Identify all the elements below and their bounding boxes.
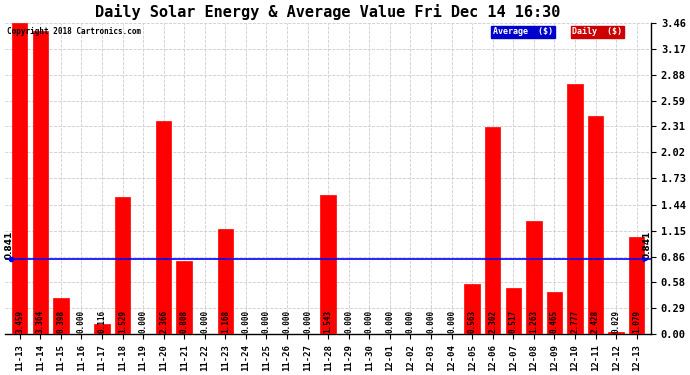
Text: 0.465: 0.465	[550, 310, 559, 333]
Bar	[485, 127, 500, 334]
Text: 0.000: 0.000	[365, 310, 374, 333]
Text: 2.777: 2.777	[571, 310, 580, 333]
Bar	[156, 121, 171, 334]
Text: 0.517: 0.517	[509, 310, 518, 333]
Text: Average  ($): Average ($)	[493, 27, 553, 36]
Text: Copyright 2018 Cartronics.com: Copyright 2018 Cartronics.com	[6, 27, 141, 36]
Text: 0.000: 0.000	[406, 310, 415, 333]
Bar	[320, 195, 336, 334]
Text: 0.808: 0.808	[179, 310, 188, 333]
Text: 0.563: 0.563	[468, 310, 477, 333]
Text: 0.000: 0.000	[344, 310, 353, 333]
Bar	[32, 32, 48, 334]
Text: 0.000: 0.000	[426, 310, 435, 333]
Bar	[95, 324, 110, 334]
Text: Daily  ($): Daily ($)	[572, 27, 622, 36]
Text: 1.529: 1.529	[118, 310, 127, 333]
Text: 3.364: 3.364	[36, 310, 45, 333]
Text: 2.302: 2.302	[489, 310, 497, 333]
Title: Daily Solar Energy & Average Value Fri Dec 14 16:30: Daily Solar Energy & Average Value Fri D…	[95, 4, 561, 20]
Text: 0.000: 0.000	[139, 310, 148, 333]
Text: 2.366: 2.366	[159, 310, 168, 333]
Bar	[12, 23, 28, 334]
Text: 0.000: 0.000	[282, 310, 292, 333]
Bar	[609, 332, 624, 334]
Bar	[526, 220, 542, 334]
Bar	[629, 237, 644, 334]
Text: 1.263: 1.263	[529, 310, 538, 333]
Text: 0.000: 0.000	[386, 310, 395, 333]
Bar	[567, 84, 583, 334]
Bar	[115, 196, 130, 334]
Text: 0.000: 0.000	[77, 310, 86, 333]
Text: 3.459: 3.459	[15, 310, 24, 333]
Text: 0.000: 0.000	[262, 310, 271, 333]
Bar	[506, 288, 521, 334]
Text: 0.000: 0.000	[241, 310, 250, 333]
Text: 1.168: 1.168	[221, 310, 230, 333]
Text: 2.428: 2.428	[591, 310, 600, 333]
Text: 0.000: 0.000	[447, 310, 456, 333]
Text: 0.000: 0.000	[200, 310, 209, 333]
Text: 0.029: 0.029	[611, 310, 620, 333]
Text: 0.000: 0.000	[303, 310, 312, 333]
Text: 0.841: 0.841	[5, 230, 14, 258]
Text: 1.079: 1.079	[632, 310, 641, 333]
Text: 1.543: 1.543	[324, 310, 333, 333]
Bar	[53, 298, 68, 334]
Bar	[217, 229, 233, 334]
Bar	[546, 292, 562, 334]
Text: 0.116: 0.116	[97, 310, 106, 333]
Bar	[464, 284, 480, 334]
Text: 0.398: 0.398	[57, 310, 66, 333]
Text: 0.841: 0.841	[642, 230, 651, 258]
Bar	[588, 116, 603, 334]
Bar	[177, 261, 192, 334]
